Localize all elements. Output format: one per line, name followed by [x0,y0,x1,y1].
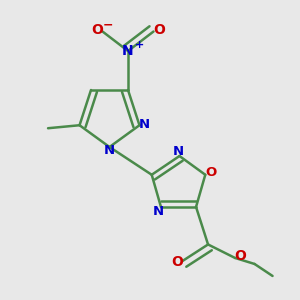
Text: N: N [153,205,164,218]
Text: O: O [91,23,103,37]
Text: O: O [171,256,183,269]
Text: O: O [205,166,216,179]
Text: N: N [104,144,115,157]
Text: −: − [102,18,113,32]
Text: +: + [135,40,144,50]
Text: N: N [172,145,184,158]
Text: N: N [122,44,134,58]
Text: O: O [235,249,246,263]
Text: O: O [153,23,165,37]
Text: N: N [139,118,150,130]
